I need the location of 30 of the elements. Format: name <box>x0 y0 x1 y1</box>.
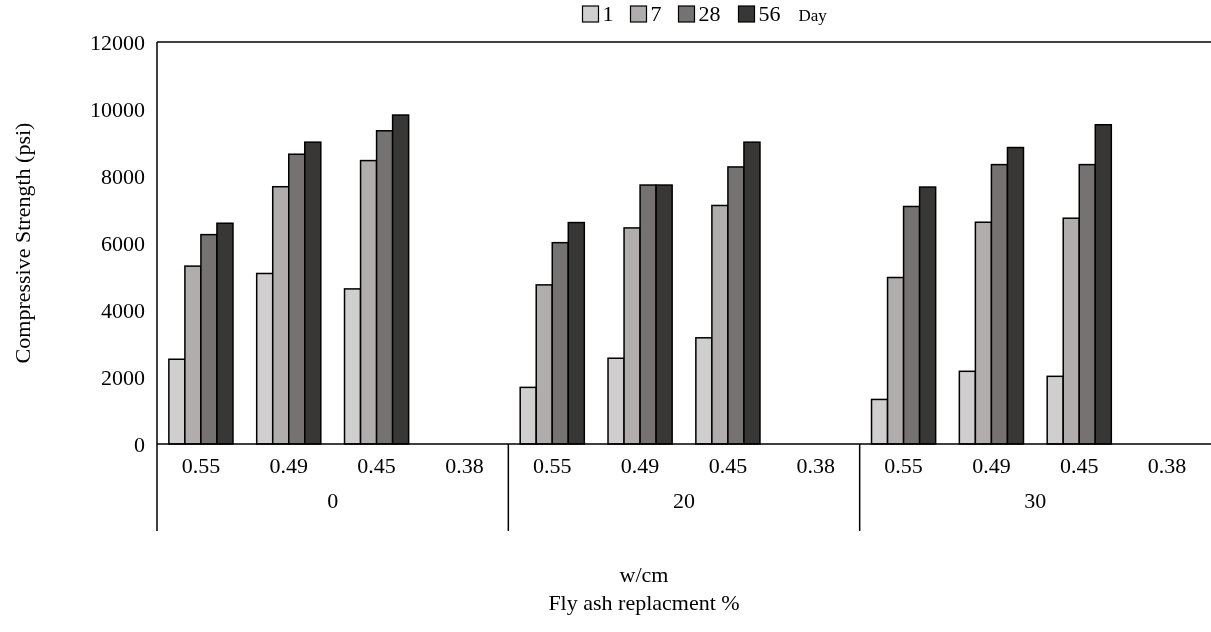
y-tick-label: 0 <box>134 432 145 457</box>
x-tick-label: 0.38 <box>445 453 484 478</box>
legend-label: 56 <box>758 1 781 26</box>
text: Fly ash replacment % <box>548 590 740 615</box>
x-tick-label: 0.49 <box>269 453 308 478</box>
x-tick-label: 0.45 <box>1060 453 1099 478</box>
legend-label: 1 <box>602 1 614 26</box>
x-tick-label: 0.55 <box>884 453 923 478</box>
y-tick-label: 6000 <box>101 231 145 256</box>
y-tick-label: 12000 <box>90 30 145 55</box>
x-tick-label: 0.55 <box>181 453 221 478</box>
text: 0 <box>327 488 339 513</box>
y-tick-label: 8000 <box>101 164 145 189</box>
x-tick-label: 0.49 <box>972 453 1011 478</box>
x-tick-label: 0.38 <box>796 453 835 478</box>
text: 30 <box>1024 488 1047 513</box>
y-tick-label: 2000 <box>101 365 145 390</box>
x-tick-label: 0.45 <box>357 453 396 478</box>
legend-title: Day <box>798 6 828 25</box>
x-tick-label: 0.45 <box>708 453 748 478</box>
x-axis-title: w/cm <box>619 562 669 587</box>
y-tick-label: 10000 <box>90 97 145 122</box>
legend-label: 7 <box>650 1 662 26</box>
x-tick-label: 0.38 <box>1147 453 1187 478</box>
x-tick-label: 0.49 <box>620 453 660 478</box>
y-tick-label: 4000 <box>101 298 145 323</box>
legend-label: 28 <box>698 1 721 26</box>
y-axis-title: Compressive Strength (psi) <box>10 122 35 364</box>
text: 20 <box>673 488 695 513</box>
x-tick-label: 0.55 <box>533 453 572 478</box>
